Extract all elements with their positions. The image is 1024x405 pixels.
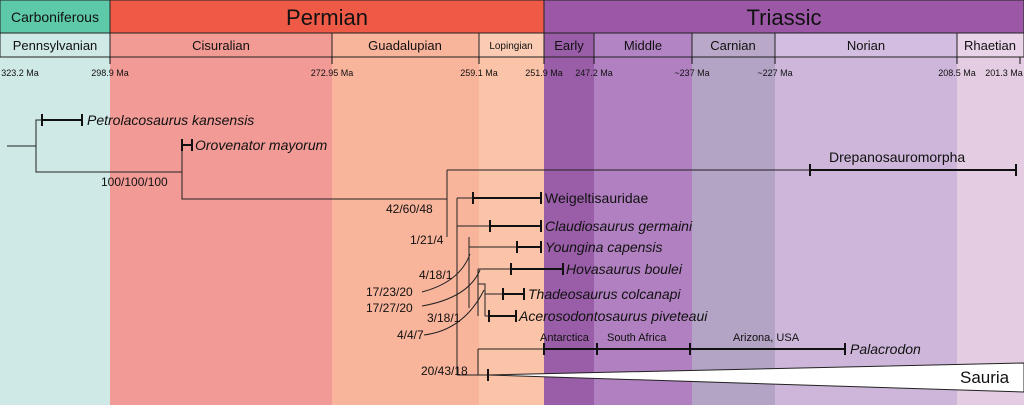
epoch-bands [0,57,1024,405]
age-label: ~237 Ma [674,68,709,78]
band-middle [594,57,692,405]
period-triassic-label: Triassic [747,5,822,30]
period-permian-label: Permian [286,5,368,30]
epoch-norian-label: Norian [847,38,885,53]
taxon-acerosodontosaurus: Acerosodontosaurus piveteaui [518,308,708,324]
support-value: 3/18/1 [427,311,461,325]
band-early [544,57,594,405]
band-rhaetian [957,57,1024,405]
age-label: 298.9 Ma [91,68,129,78]
taxon-hovasaurus: Hovasaurus boulei [566,261,683,277]
support-values: 100/100/100 42/60/48 1/21/4 4/18/1 17/23… [101,175,468,378]
epoch-cisuralian-label: Cisuralian [192,38,250,53]
age-label: 251.9 Ma [525,68,563,78]
period-triassic-box [543,0,1024,34]
taxon-labels: Petrolacosaurus kansensis Orovenator may… [87,112,1010,387]
age-label: 208.5 Ma [938,68,976,78]
locality-antarctica: Antarctica [540,332,590,344]
age-scale: 323.2 Ma 298.9 Ma 272.95 Ma 259.1 Ma 251… [1,57,1023,78]
taxon-drepanosauromorpha: Drepanosauromorpha [829,149,965,165]
support-value: 100/100/100 [101,175,168,189]
support-value: 20/43/18 [421,364,468,378]
epoch-carnian-box [691,32,776,58]
taxon-orovenator: Orovenator mayorum [195,137,328,153]
age-label: ~227 Ma [757,68,792,78]
taxon-thadeosaurus: Thadeosaurus colcanapi [528,286,681,302]
taxon-palacrodon: Palacrodon [850,341,921,357]
band-pennsylvanian [0,57,110,405]
locality-arizona: Arizona, USA [733,332,800,344]
locality-labels: Antarctica South Africa Arizona, USA [540,332,800,344]
tree-branches [7,119,810,376]
band-carnian [692,57,775,405]
age-label: 323.2 Ma [1,68,39,78]
band-cisuralian [110,57,332,405]
epoch-rhaetian-box [956,32,1024,58]
age-label: 259.1 Ma [460,68,498,78]
taxon-claudiosaurus: Claudiosaurus germaini [545,218,693,234]
support-value: 17/23/20 [366,285,413,299]
taxon-petrolacosaurus: Petrolacosaurus kansensis [87,112,254,128]
band-lopingian [479,57,544,405]
support-value: 17/27/20 [366,301,413,315]
epoch-early-label: Early [554,38,584,53]
sauria-wedge [487,362,1024,393]
taxon-youngina: Youngina capensis [545,239,663,255]
period-header: Carboniferous Permian Triassic [0,0,1024,34]
taxon-weigeltisauridae: Weigeltisauridae [545,190,648,206]
age-label: 201.3 Ma [985,68,1023,78]
support-value: 4/18/1 [419,268,453,282]
epoch-norian-box [774,32,958,58]
period-carboniferous-label: Carboniferous [11,9,99,25]
age-label: 272.95 Ma [311,68,354,78]
epoch-guadalupian-label: Guadalupian [368,38,442,53]
support-pointers [421,253,485,336]
epoch-pennsylvanian-label: Pennsylvanian [13,38,98,53]
taxon-sauria: Sauria [960,368,1010,387]
epoch-rhaetian-label: Rhaetian [964,38,1016,53]
epoch-lopingian-label: Lopingian [489,41,532,52]
band-guadalupian [332,57,479,405]
band-norian [775,57,957,405]
epoch-middle-label: Middle [624,38,662,53]
epoch-lopingian-box [478,32,545,58]
period-permian-box [109,0,545,34]
support-value: 4/4/7 [397,328,424,342]
epoch-early-box [543,32,595,58]
age-label: 247.2 Ma [575,68,613,78]
epoch-header: Pennsylvanian Cisuralian Guadalupian Lop… [0,32,1024,58]
support-value: 42/60/48 [386,202,433,216]
epoch-guadalupian-box [331,32,480,58]
support-value: 1/21/4 [410,233,444,247]
epoch-carnian-label: Carnian [710,38,756,53]
epoch-pennsylvanian-box [0,32,111,58]
locality-south-africa: South Africa [607,332,667,344]
range-bars [41,114,1017,381]
